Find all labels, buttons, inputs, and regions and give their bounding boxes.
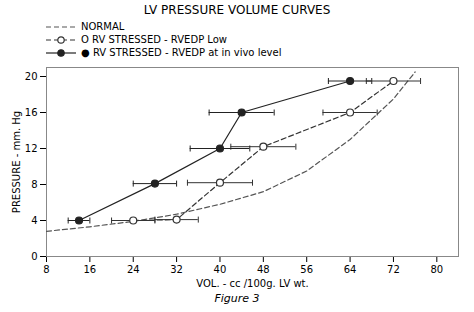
svg-text:24: 24 xyxy=(127,264,140,275)
svg-text:PRESSURE - mm. Hg: PRESSURE - mm. Hg xyxy=(11,111,22,213)
html-text:NORMAL: NORMAL xyxy=(81,21,125,32)
html-text:O RV STRESSED - RVEDP Low: O RV STRESSED - RVEDP Low xyxy=(81,34,227,45)
svg-text:80: 80 xyxy=(430,264,443,275)
svg-text:8: 8 xyxy=(43,264,49,275)
svg-text:16: 16 xyxy=(84,264,97,275)
html-text:● RV STRESSED - RVEDP at in vi: ● RV STRESSED - RVEDP at in vivo level xyxy=(81,47,282,58)
svg-text:20: 20 xyxy=(25,71,38,82)
svg-text:16: 16 xyxy=(25,107,38,118)
svg-text:40: 40 xyxy=(214,264,227,275)
html-text:LV PRESSURE VOLUME CURVES: LV PRESSURE VOLUME CURVES xyxy=(143,3,331,17)
svg-text:4: 4 xyxy=(31,215,37,226)
svg-text:12: 12 xyxy=(25,143,38,154)
svg-text:72: 72 xyxy=(387,264,400,275)
svg-text:8: 8 xyxy=(31,179,37,190)
svg-text:64: 64 xyxy=(344,264,357,275)
svg-text:0: 0 xyxy=(31,251,37,262)
html-text:Figure 3: Figure 3 xyxy=(214,292,260,305)
svg-text:32: 32 xyxy=(170,264,183,275)
svg-text:48: 48 xyxy=(257,264,270,275)
svg-text:VOL. - cc /100g. LV wt.: VOL. - cc /100g. LV wt. xyxy=(196,278,308,289)
svg-text:56: 56 xyxy=(300,264,313,275)
